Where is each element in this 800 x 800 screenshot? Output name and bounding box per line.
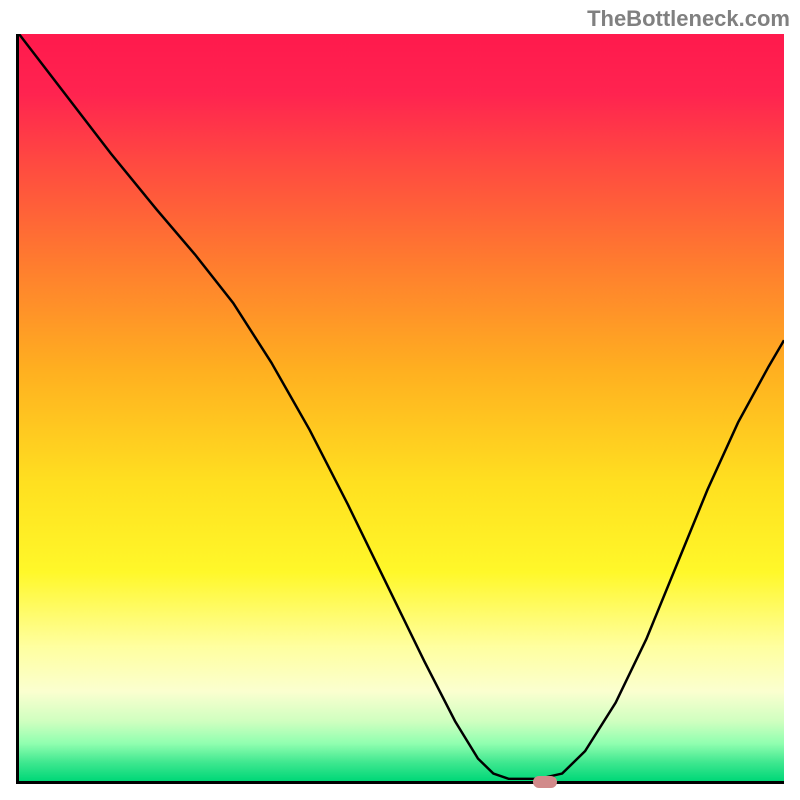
watermark-text: TheBottleneck.com <box>587 6 790 32</box>
bottleneck-curve-path <box>19 34 784 779</box>
optimal-point-marker <box>533 776 557 788</box>
chart-plot-area <box>16 34 784 784</box>
chart-curve <box>19 34 784 781</box>
